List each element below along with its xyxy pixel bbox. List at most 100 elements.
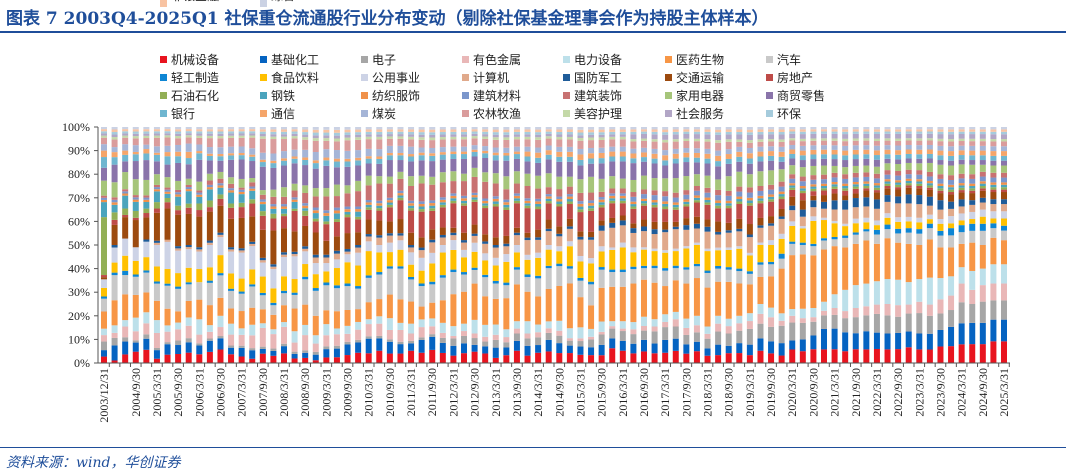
bar-segment [725,222,732,231]
bar-segment [630,266,637,270]
bar-segment [143,144,150,150]
bar-segment [471,195,478,198]
bar-segment [916,333,923,350]
bar-segment [302,137,309,140]
bar-segment [535,209,542,230]
bar-segment [693,245,700,264]
bar-segment [122,129,129,132]
bar-segment [238,146,245,153]
bar-segment [397,353,404,363]
bar-segment [122,189,129,192]
bar-segment [355,247,362,253]
bar-segment [461,323,467,332]
bar-segment [344,158,351,162]
bar-segment [937,193,944,201]
bar-segment [217,187,224,195]
bar-segment [958,164,965,174]
bar-segment [852,218,859,224]
bar-segment [323,127,330,130]
bar-segment [736,330,743,344]
bar-segment [333,138,340,142]
bar-segment [524,205,531,209]
bar-segment [577,236,584,240]
bar-segment [312,354,319,361]
bar-segment [206,207,213,212]
bar-stack: 2019/6/30 [757,127,764,363]
bar-segment [937,129,944,132]
bar-segment [1001,319,1007,342]
bar-segment [641,133,647,139]
bar-segment [397,193,404,196]
bar-segment [249,178,256,183]
bar-segment [778,343,785,356]
bar-segment [492,139,499,148]
bar-segment [228,192,235,204]
bar-segment [492,183,499,197]
bar-segment [408,129,415,132]
title-divider [0,31,1066,33]
bar-segment [450,154,457,159]
bar-segment [948,184,955,188]
bar-segment [662,132,669,135]
bar-segment [672,197,679,203]
bar-segment [143,213,150,218]
bar-segment [799,186,806,189]
bar-segment [429,184,436,201]
bar-segment [884,127,891,130]
bar-segment [556,330,563,336]
bar-segment [302,352,309,358]
bar-stack: 2024/6/30 [969,127,976,363]
bar-segment [926,180,933,184]
bar-segment [450,139,457,147]
bar-segment [281,160,287,166]
bar-segment [937,141,944,146]
bar-segment [990,264,997,284]
bar-segment [259,204,266,212]
bar-segment [323,140,330,150]
bar-segment [164,156,171,165]
bar-segment [905,158,912,163]
bar-segment [228,207,235,219]
bar-segment [566,161,573,177]
bar-segment [281,257,287,277]
bar-segment [418,337,425,340]
bar-segment [450,232,457,236]
bar-segment [386,200,393,203]
bar-segment [905,243,912,283]
bar-segment [365,204,372,208]
bar-segment [365,163,372,176]
legend-swatch [665,92,672,99]
bar-segment [810,138,817,141]
bar-segment [831,127,838,130]
bar-segment [905,149,912,154]
bar-segment [810,349,817,363]
bar-segment [461,291,467,324]
bar-segment [799,322,806,340]
bar-segment [153,131,160,134]
legend-label: 社会服务 [676,106,724,121]
bar-segment [365,302,372,320]
bar-segment [164,325,171,332]
bar-segment [884,158,891,164]
bar-segment [757,203,764,218]
bar-segment [619,195,626,199]
bar-segment [122,238,129,256]
bar-segment [789,149,796,154]
legend-swatch [766,56,773,63]
bar-segment [111,152,118,158]
bar-segment [302,279,309,305]
bar-stack: 2016/9/30 [641,127,647,363]
bar-segment [270,218,277,231]
bar-segment [662,155,669,161]
bar-segment [259,134,266,137]
bar-stack: 2009/6/30 [333,127,340,363]
bar-segment [672,202,679,205]
bar-segment [725,134,732,140]
bar-segment [386,129,393,132]
bar-segment [101,350,107,357]
bar-segment [471,176,478,193]
bar-segment [1001,218,1007,226]
bar-stack: 2004/12/31 [143,127,150,363]
bar-segment [132,331,139,341]
bar-segment [662,232,669,251]
